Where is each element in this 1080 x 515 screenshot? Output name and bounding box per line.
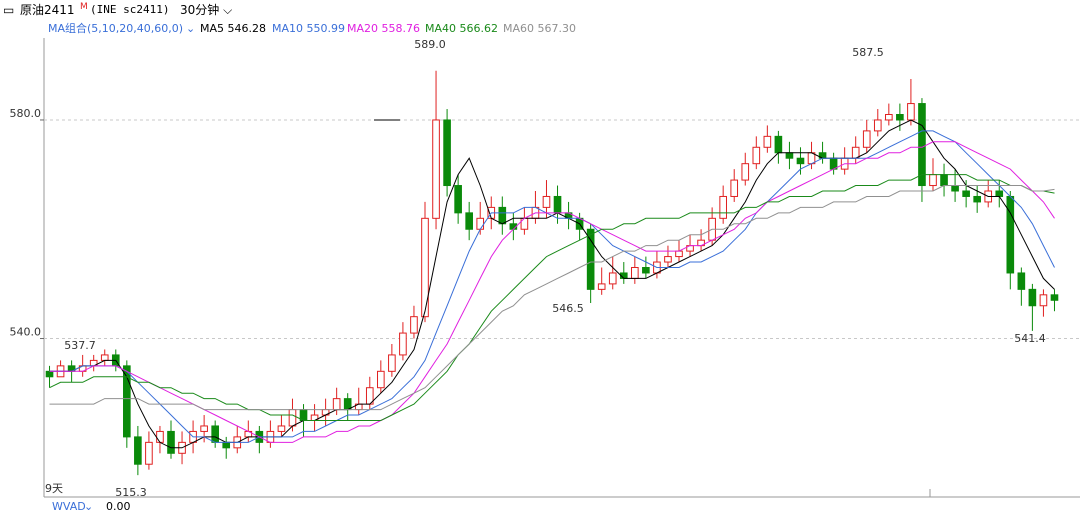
ma-legend-ma40: MA40 566.62 — [425, 22, 498, 35]
candle-body — [454, 185, 462, 214]
candle-body — [752, 146, 761, 165]
candle-body — [1006, 195, 1015, 274]
candle-body — [995, 190, 1004, 197]
day-label: 9天 — [45, 482, 63, 495]
y-axis: 540.0 580.0 — [10, 107, 44, 340]
y-tick-label: 540.0 — [10, 326, 42, 339]
candle-body — [962, 190, 970, 197]
marker-labels-layer: 589.0 587.5 537.7 515.3 546.5 541.4 9天 — [45, 38, 1046, 499]
ma-line-ma60 — [49, 185, 1055, 411]
candle-body — [432, 119, 440, 219]
candle-body — [973, 195, 981, 203]
candle-body — [443, 119, 451, 187]
candle-body — [377, 370, 385, 389]
indicator-value: 0.00 — [106, 500, 131, 513]
marker-high2: 587.5 — [852, 46, 884, 59]
candle-body — [167, 430, 175, 454]
candle-body — [862, 130, 871, 148]
candle-body — [774, 135, 783, 154]
contract-badge: M — [80, 2, 88, 12]
candle-body — [332, 398, 341, 411]
candle-body — [631, 267, 639, 279]
candle-body — [1028, 288, 1037, 307]
ma-lines-layer — [49, 119, 1055, 449]
menu-lines-icon[interactable]: ▭ — [3, 3, 15, 17]
candle-body — [940, 174, 948, 187]
ma-legend-ma5: MA5 546.28 — [200, 22, 266, 35]
candle-body — [421, 217, 429, 318]
candle-body — [465, 212, 473, 230]
ma-legend-ma60: MA60 567.30 — [503, 22, 576, 35]
ma-line-ma10 — [49, 130, 1055, 443]
period-label: 30分钟 — [180, 3, 220, 17]
candle-body — [907, 103, 915, 121]
candle-body — [951, 185, 959, 192]
candle-body — [763, 135, 772, 148]
candle-body — [796, 157, 805, 165]
candle-body — [399, 332, 407, 356]
title-bar: ▭ 原油2411 M (INE sc2411) 30分钟 ⌵ — [0, 0, 1080, 20]
candle-body — [388, 354, 396, 372]
candle-body — [476, 217, 485, 230]
candle-body — [929, 174, 937, 187]
grid-layer — [43, 38, 1080, 498]
chevron-down-icon: ⌵ — [219, 3, 233, 17]
candle-body — [1050, 294, 1059, 301]
ma-line-ma20 — [49, 141, 1055, 443]
symbol-name[interactable]: 原油2411 — [20, 3, 75, 17]
candle-body — [156, 430, 164, 443]
y-tick-label: 580.0 — [10, 107, 42, 120]
candle-body — [586, 228, 595, 290]
candle-body — [642, 267, 650, 274]
candle-body — [873, 119, 882, 132]
candle-body — [1039, 294, 1048, 307]
candle-body — [410, 316, 418, 334]
ma-legend-label[interactable]: MA组合(5,10,20,40,60,0) — [48, 21, 183, 35]
candle-body — [145, 441, 153, 465]
marker-high1: 589.0 — [414, 38, 446, 51]
ma-legend: MA组合(5,10,20,40,60,0) ⌄ MA5 546.28 MA10 5… — [48, 21, 576, 35]
marker-low1: 537.7 — [64, 339, 96, 352]
candles-layer — [45, 70, 1059, 476]
candle-body — [785, 152, 794, 159]
chevron-down-icon[interactable]: ⌄ — [186, 22, 195, 35]
candle-body — [277, 425, 286, 432]
candle-body — [45, 370, 54, 378]
marker-low3: 546.5 — [552, 302, 584, 315]
ma-legend-ma10: MA10 550.99 — [272, 22, 345, 35]
candle-body — [896, 114, 904, 121]
candle-body — [288, 409, 297, 427]
indicator-bar: WVAD ⌄ 0.00 — [44, 498, 1080, 515]
candle-body — [134, 436, 142, 465]
candle-body — [918, 103, 926, 187]
ma-line-ma5 — [49, 119, 1055, 449]
ma-legend-ma20: MA20 558.76 — [347, 22, 420, 35]
candle-body — [608, 272, 617, 285]
candle-body — [553, 195, 562, 214]
exchange-code: (INE sc2411) — [90, 3, 170, 16]
candle-body — [885, 114, 893, 121]
candle-body — [675, 250, 683, 258]
period-selector[interactable]: 30分钟 ⌵ — [180, 0, 232, 20]
candle-body — [1017, 272, 1026, 290]
candle-body — [597, 283, 606, 290]
candle-body — [222, 441, 231, 449]
marker-low4: 541.4 — [1014, 332, 1046, 345]
ma-line-ma40 — [49, 174, 1055, 421]
candle-body — [100, 354, 109, 361]
candle-body — [498, 206, 507, 225]
candle-body — [200, 425, 208, 432]
candle-body — [542, 195, 551, 208]
indicator-name[interactable]: WVAD — [52, 500, 86, 513]
marker-low2: 515.3 — [115, 486, 147, 499]
candle-body — [664, 256, 672, 263]
candle-body — [730, 179, 739, 197]
candle-body — [741, 163, 750, 181]
candle-body — [211, 425, 219, 443]
chevron-down-icon[interactable]: ⌄ — [84, 500, 94, 513]
candle-body — [123, 365, 131, 438]
candle-body — [719, 195, 727, 219]
